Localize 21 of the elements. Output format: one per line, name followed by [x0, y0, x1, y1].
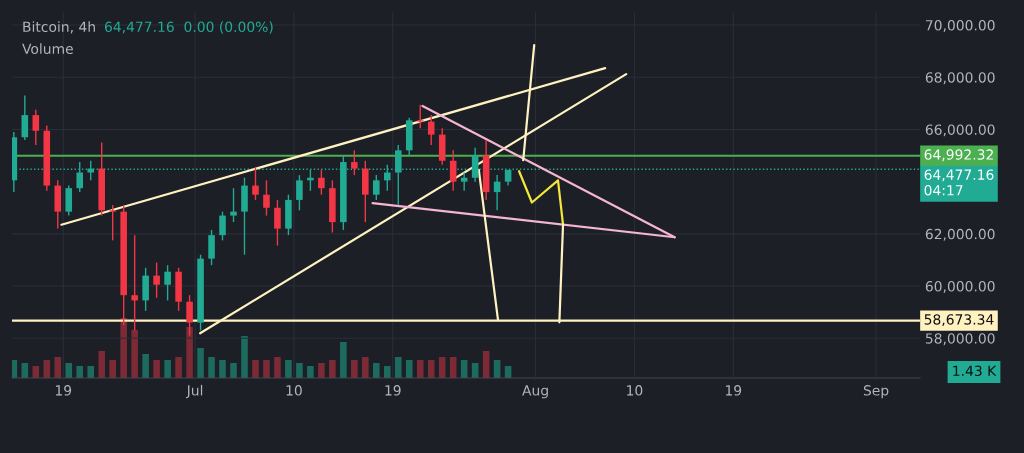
- x-tick-label: 19: [55, 385, 72, 396]
- y-tick-label: 66,000.00: [925, 124, 995, 137]
- text: 64,477.16 0.00 (0.00%): [104, 21, 273, 34]
- ref-line-label: 64,992.32: [924, 149, 993, 162]
- y-tick-label: 58,000.00: [925, 333, 995, 346]
- x-tick-label: Jul: [185, 384, 203, 399]
- ref-line-label: 58,673.34: [924, 314, 994, 327]
- y-tick-label: 60,000.00: [925, 281, 995, 293]
- text: 1.43 K: [953, 365, 997, 377]
- y-tick-label: 68,000.00: [925, 72, 995, 85]
- chart-title: Volume: [22, 43, 73, 55]
- x-tick-label: 10: [627, 385, 643, 396]
- x-tick-label: 19: [725, 385, 742, 396]
- x-tick-label: Aug: [522, 385, 548, 399]
- x-tick-label: 19: [385, 385, 401, 396]
- text: Bitcoin, 4h: [23, 21, 95, 34]
- x-tick-label: Sep: [863, 385, 889, 399]
- y-tick-label: 62,000.00: [925, 228, 995, 241]
- x-tick-label: 10: [286, 385, 302, 396]
- ref-line-label: 64,477.16 04:17: [924, 169, 994, 196]
- y-tick-label: 70,000.00: [926, 20, 995, 32]
